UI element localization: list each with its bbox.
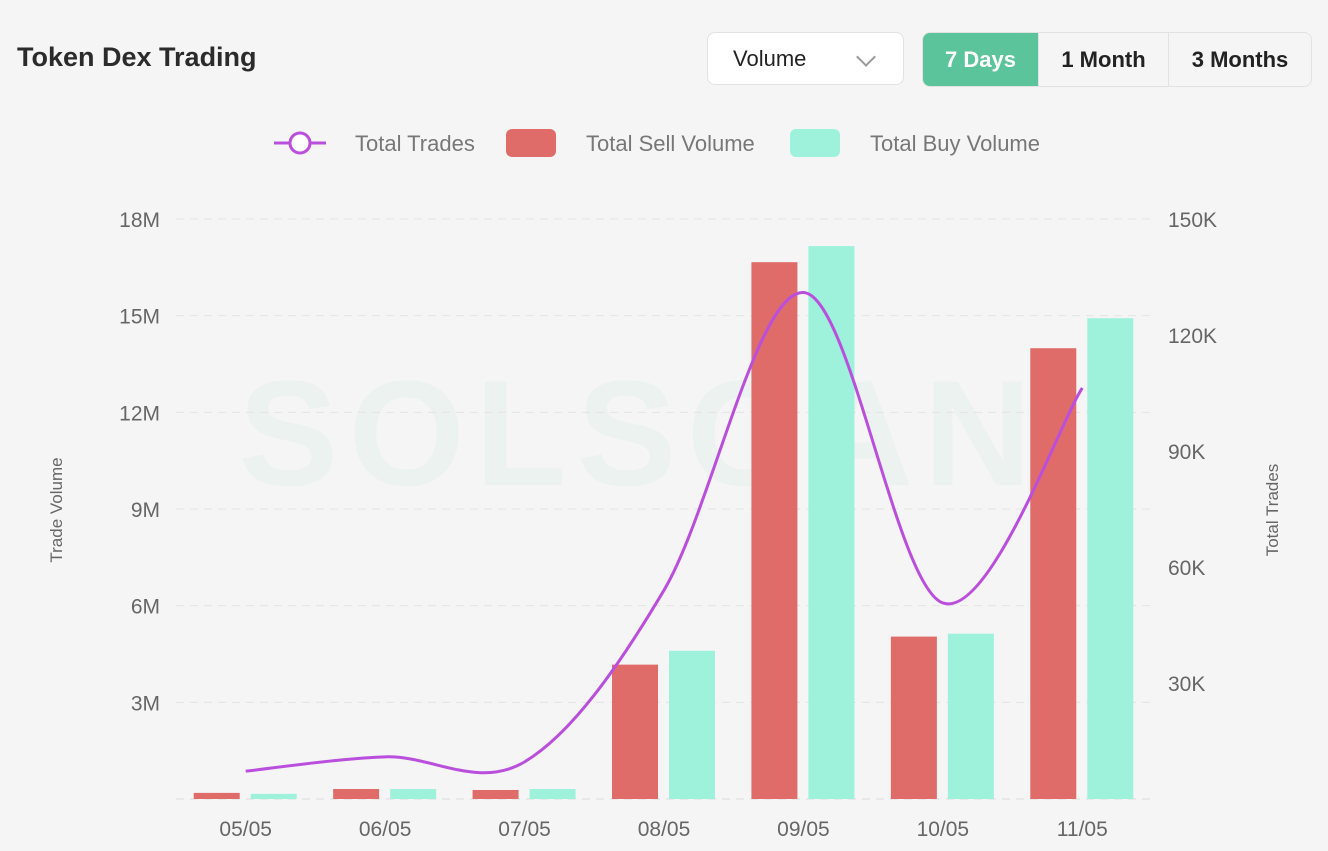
y-tick-label: 12M: [119, 402, 160, 425]
x-tick-label: 05/05: [219, 818, 272, 841]
sell-volume-bar: [612, 664, 658, 799]
x-tick-label: 06/05: [359, 818, 412, 841]
y-tick-label: 18M: [119, 209, 160, 232]
metric-dropdown-value: Volume: [733, 45, 807, 71]
range-7-days-button[interactable]: 7 Days: [923, 33, 1038, 86]
legend-total-trades[interactable]: Total Trades: [355, 131, 475, 156]
y-tick-label: 6M: [131, 596, 160, 619]
y2-tick-label: 60K: [1168, 557, 1205, 580]
metric-dropdown[interactable]: Volume: [707, 32, 904, 85]
legend-total-buy-volume[interactable]: Total Buy Volume: [870, 131, 1040, 156]
y2-axis-label: Total Trades: [1263, 464, 1282, 557]
y-tick-label: 9M: [131, 499, 160, 522]
x-tick-label: 09/05: [777, 818, 830, 841]
sell-volume-bar: [1030, 348, 1077, 799]
sell-volume-bar: [751, 262, 798, 800]
total-trades-line: [245, 290, 1084, 775]
watermark-logo: SOLSCAN: [238, 349, 1041, 517]
y2-tick-label: 150K: [1168, 209, 1217, 232]
page-title: Token Dex Trading: [17, 42, 257, 72]
legend-sell-swatch: [506, 129, 556, 157]
y2-tick-label: 120K: [1168, 325, 1217, 348]
buy-volume-bar: [1087, 318, 1134, 799]
buy-volume-bar: [529, 789, 576, 799]
range-selector: 7 Days 1 Month 3 Months: [922, 32, 1312, 87]
x-tick-label: 08/05: [638, 818, 691, 841]
y-tick-label: 3M: [131, 692, 160, 715]
y-tick-label: 15M: [119, 306, 160, 329]
y2-tick-label: 30K: [1168, 673, 1205, 696]
x-tick-label: 11/05: [1057, 818, 1108, 841]
x-tick-label: 07/05: [498, 818, 551, 841]
buy-volume-bar: [808, 246, 855, 800]
sell-volume-bar: [333, 789, 380, 799]
legend-trades-marker-icon: [288, 131, 312, 155]
sell-volume-bar: [472, 789, 519, 799]
sell-volume-bar: [890, 636, 937, 799]
sell-volume-bar: [193, 792, 240, 799]
range-1-month-button[interactable]: 1 Month: [1038, 33, 1168, 86]
range-3-months-button[interactable]: 3 Months: [1168, 33, 1311, 86]
legend-total-sell-volume[interactable]: Total Sell Volume: [586, 131, 755, 156]
y-axis-label: Trade Volume: [47, 457, 66, 562]
buy-volume-bar: [250, 793, 297, 799]
buy-volume-bar: [947, 633, 994, 799]
buy-volume-bar: [390, 789, 437, 799]
x-tick-label: 10/05: [917, 818, 970, 841]
y2-tick-label: 90K: [1168, 441, 1205, 464]
legend-buy-swatch: [790, 129, 840, 157]
buy-volume-bar: [669, 650, 715, 799]
